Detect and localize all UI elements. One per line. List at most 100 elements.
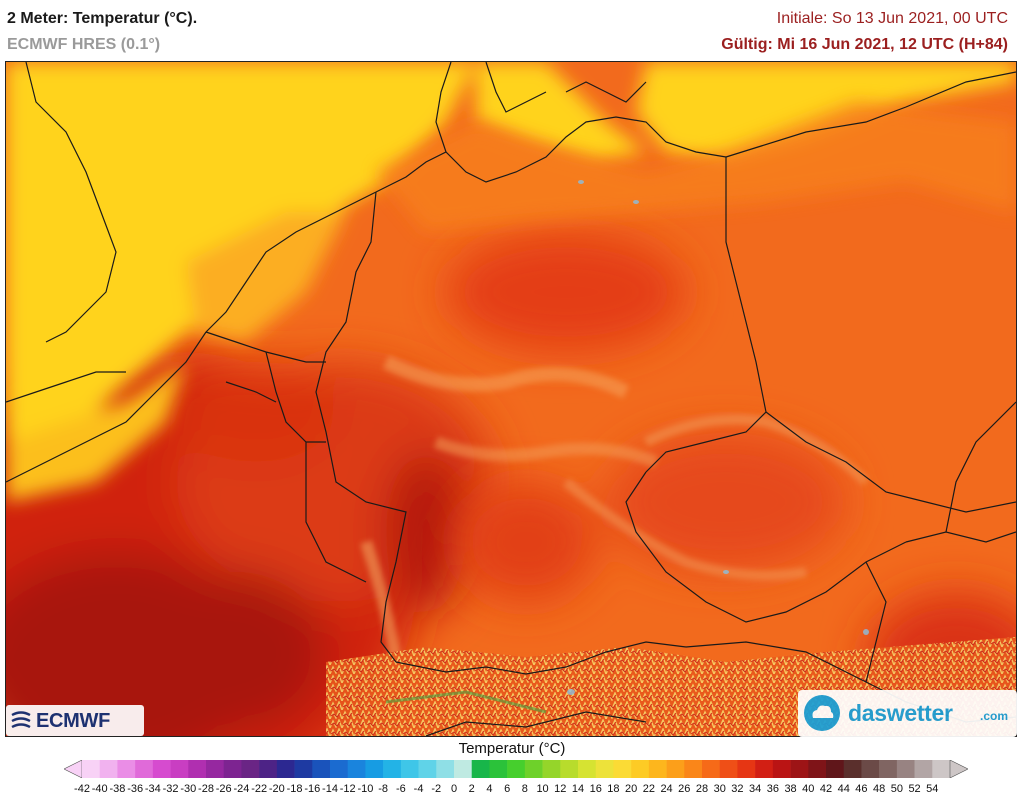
legend-tick-label: -28 [198,783,214,795]
initial-time: Initiale: So 13 Jun 2021, 00 UTC [776,10,1008,27]
legend-tick-label: 38 [784,783,797,795]
legend-tick-label: -32 [162,783,179,795]
legend-tick-label: 8 [521,783,528,795]
daswetter-logo[interactable]: daswetter .com [798,690,1017,737]
ecmwf-logo: ECMWF [6,705,144,736]
legend-tick-label: 10 [536,783,549,795]
legend-tick-label: 52 [908,783,921,795]
legend-tick-label: -26 [215,783,232,795]
legend-tick-label: 18 [607,783,620,795]
temperature-legend-bar [64,760,968,778]
legend-swatch [524,760,543,778]
legend-tick-label: -16 [304,783,321,795]
legend-swatch [507,760,526,778]
legend-tick-label: -20 [268,783,285,795]
valid-time: Gültig: Mi 16 Jun 2021, 12 UTC (H+84) [721,36,1008,53]
legend-tick-label: -34 [144,783,161,795]
legend-tick-label: -42 [74,783,90,795]
legend-swatch [347,760,366,778]
legend-swatch [755,760,774,778]
legend-tick-label: 2 [468,783,475,795]
model-label: ECMWF HRES (0.1°) [7,36,161,53]
legend-tick-label: 40 [802,783,815,795]
legend-swatch [170,760,189,778]
legend-tick-label: -6 [395,783,406,795]
legend-swatch [896,760,915,778]
legend-swatch [99,760,118,778]
legend-tick-label: -18 [286,783,303,795]
legend-tick-labels: -42 -40 -38 -36 -34 -32 -30 -28 -26 -24 -22 -20 -18-… [0,783,1024,797]
legend-swatch [294,760,313,778]
legend-swatch [826,760,845,778]
legend-swatch [117,760,136,778]
legend-tick-label: -10 [357,783,374,795]
legend-swatch [365,760,384,778]
legend-swatch [737,760,756,778]
legend-tick-label: 30 [713,783,726,795]
legend-swatch [418,760,437,778]
legend-tick-label: 50 [890,783,903,795]
legend-tick-label: 44 [837,783,850,795]
legend-swatch [613,760,632,778]
legend-tick-label: -36 [127,783,144,795]
legend-swatch [135,760,154,778]
legend-tick-label: 6 [504,783,511,795]
legend-tick-label: 48 [873,783,886,795]
legend-swatch [808,760,827,778]
legend-tick-label: 46 [855,783,868,795]
legend-swatch [914,760,933,778]
legend-arrow-high [949,760,968,778]
legend-tick-label: 32 [731,783,744,795]
map-svg [6,62,1016,736]
daswetter-logo-tld: .com [980,709,1009,723]
legend-tick-label: -12 [339,783,356,795]
legend-tick-label: 4 [486,783,493,795]
legend-swatch [383,760,402,778]
legend-swatch [702,760,721,778]
daswetter-cloud-icon [804,695,840,731]
legend-swatch [879,760,898,778]
legend-swatch [666,760,685,778]
legend-swatch [648,760,667,778]
legend-swatch [560,760,579,778]
legend-tick-label: 14 [571,783,585,795]
temperature-map[interactable] [5,61,1017,737]
legend-tick-label: 16 [589,783,602,795]
legend-tick-label: 20 [625,783,638,795]
legend-title: Temperatur (°C) [458,740,566,757]
legend-tick-label: 26 [678,783,691,795]
legend-tick-label: 36 [766,783,779,795]
chart-title: 2 Meter: Temperatur (°C). [7,10,198,27]
legend-swatch [454,760,473,778]
legend-tick-label: -38 [109,783,126,795]
legend-swatch [595,760,614,778]
legend-tick-label: -4 [413,783,424,795]
legend-tick-label: 42 [819,783,833,795]
ecmwf-logo-text: ECMWF [36,710,111,732]
legend-swatch [330,760,349,778]
legend-swatch [772,760,791,778]
legend-swatch [631,760,650,778]
ecmwf-mark-icon [11,711,31,729]
legend-swatch [542,760,561,778]
legend-tick-label: 24 [660,783,673,795]
legend-tick-label: 54 [926,783,939,795]
legend-tick-label: 22 [642,783,655,795]
legend-swatch [206,760,225,778]
legend-swatch [932,760,951,778]
legend-tick-label: 34 [749,783,762,795]
legend-swatch [578,760,597,778]
legend-swatch [276,760,295,778]
legend-tick-label: -22 [251,783,268,795]
legend-tick-label: -24 [233,783,250,795]
legend-swatch [790,760,809,778]
legend-swatch [312,760,331,778]
legend-swatch [259,760,278,778]
legend-swatch [719,760,738,778]
legend-swatch [188,760,207,778]
legend-tick-label: 12 [554,783,567,795]
legend-swatch [843,760,862,778]
legend-tick-label: -30 [180,783,197,795]
legend-swatch [82,760,101,778]
legend-tick-label: 0 [450,783,458,795]
